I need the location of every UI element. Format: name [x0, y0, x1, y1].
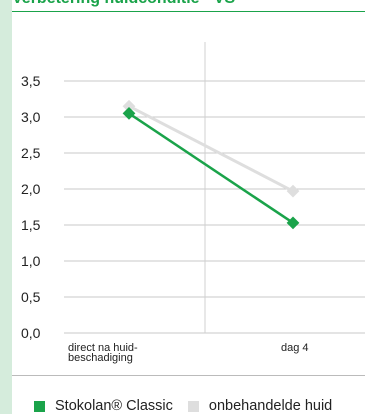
y-tick-label: 3,5: [21, 73, 41, 89]
legend-swatch-onbehandeld: [187, 400, 199, 412]
y-tick-label: 2,5: [21, 145, 41, 161]
legend-item-stokolan: Stokolan® Classic: [34, 398, 173, 414]
y-tick-label: 1,5: [21, 217, 41, 233]
y-tick-label: 0,0: [21, 325, 41, 341]
x-tick-label: beschadiging: [68, 352, 133, 364]
legend-label-onbehandeld: onbehandelde huid: [208, 398, 333, 414]
title-divider: [12, 11, 365, 12]
series-line: [128, 112, 294, 224]
x-tick-label: direct na huid-: [68, 342, 138, 354]
y-tick-label: 1,0: [21, 253, 41, 269]
chart-legend: Stokolan® Classic onbehandelde huid: [34, 397, 347, 415]
y-tick-label: 3,0: [21, 109, 41, 125]
legend-label-stokolan: Stokolan® Classic: [55, 398, 173, 414]
legend-item-onbehandeld: onbehandelde huid: [187, 398, 333, 414]
y-tick-label: 2,0: [21, 181, 41, 197]
series-line: [128, 104, 294, 193]
chart-title: Verbetering huidconditie - VS: [12, 0, 352, 9]
legend-swatch-stokolan: [34, 400, 45, 412]
x-tick-label: dag 4: [281, 342, 309, 354]
data-point: [286, 184, 300, 198]
data-point: [286, 216, 300, 230]
side-accent-bar: [0, 0, 12, 414]
legend-divider: [12, 375, 365, 376]
y-tick-label: 0,5: [21, 289, 41, 305]
